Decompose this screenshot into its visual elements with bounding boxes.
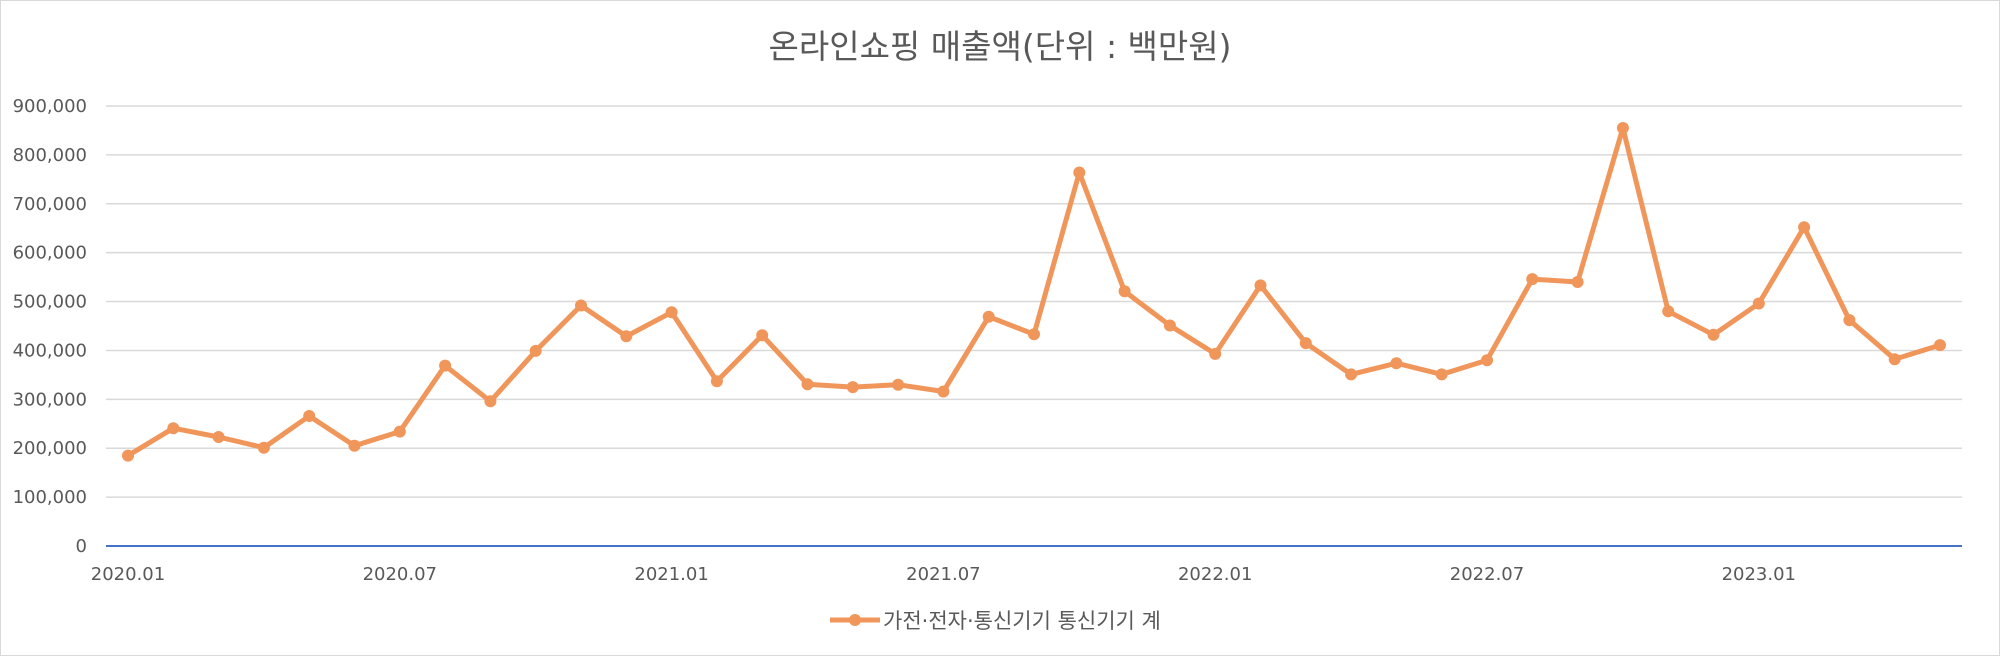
y-axis-ticks: 0 100,000 200,000 300,000 400,000 500,000 600,… — [13, 96, 87, 557]
data-point — [1299, 337, 1312, 350]
data-point — [1254, 279, 1267, 292]
x-tick-label: 2020.07 — [363, 564, 437, 585]
data-point — [756, 329, 769, 342]
data-point — [1435, 368, 1448, 381]
data-point — [484, 395, 497, 408]
x-tick-label: 2022.01 — [1178, 564, 1252, 585]
chart-title: 온라인쇼핑 매출액(단위 : 백만원) — [768, 27, 1231, 66]
data-point — [1752, 297, 1765, 310]
data-point — [1934, 339, 1946, 352]
data-point — [1209, 347, 1222, 360]
y-tick-label: 100,000 — [13, 487, 87, 508]
data-point — [710, 375, 723, 388]
data-point — [801, 378, 814, 391]
y-tick-label: 300,000 — [13, 389, 87, 410]
data-point — [1163, 319, 1176, 332]
data-point — [1390, 357, 1403, 370]
x-tick-label: 2020.01 — [91, 564, 165, 585]
data-point — [1843, 314, 1856, 327]
data-point — [1662, 305, 1675, 318]
legend: 가전·전자·통신기기 통신기기 계 — [830, 609, 1161, 633]
data-point — [348, 439, 361, 452]
data-point — [982, 310, 995, 323]
y-tick-label: 800,000 — [13, 145, 87, 166]
data-point — [1073, 166, 1086, 179]
data-point — [1118, 285, 1131, 298]
data-point — [122, 449, 134, 462]
data-point — [937, 385, 950, 398]
series-line — [125, 125, 1943, 459]
data-point — [1526, 273, 1539, 286]
legend-point-marker — [849, 614, 861, 626]
data-point — [846, 381, 859, 394]
data-point — [529, 344, 542, 357]
data-point — [393, 425, 406, 438]
series-layer — [122, 122, 1946, 462]
data-point — [1707, 328, 1720, 341]
y-tick-label: 900,000 — [13, 96, 87, 117]
data-point — [620, 330, 633, 343]
data-point — [1481, 354, 1493, 367]
y-tick-label: 500,000 — [13, 292, 87, 313]
legend-label: 가전·전자·통신기기 통신기기 계 — [883, 609, 1161, 633]
data-point — [575, 299, 587, 312]
y-tick-label: 200,000 — [13, 438, 87, 459]
x-axis-ticks: 2020.01 2020.07 2021.01 2021.07 2022.01 2022.… — [91, 564, 1796, 585]
y-tick-label: 400,000 — [13, 340, 87, 361]
data-point — [303, 410, 316, 422]
data-point — [1798, 221, 1811, 234]
x-tick-label: 2021.01 — [634, 564, 708, 585]
data-point — [1571, 276, 1584, 288]
y-tick-label: 0 — [76, 536, 87, 557]
data-point — [257, 441, 270, 454]
data-point — [212, 431, 225, 443]
y-tick-label: 700,000 — [13, 194, 87, 215]
data-point — [167, 422, 180, 435]
data-point — [1345, 368, 1358, 381]
data-point — [892, 378, 905, 391]
data-point — [439, 359, 452, 372]
x-tick-label: 2023.01 — [1722, 564, 1796, 585]
y-tick-label: 600,000 — [13, 243, 87, 264]
x-tick-label: 2021.07 — [906, 564, 980, 585]
data-point — [1616, 122, 1629, 134]
data-point — [665, 306, 678, 319]
data-point — [1028, 328, 1040, 341]
x-tick-label: 2022.07 — [1450, 564, 1524, 585]
data-point — [1888, 353, 1901, 366]
